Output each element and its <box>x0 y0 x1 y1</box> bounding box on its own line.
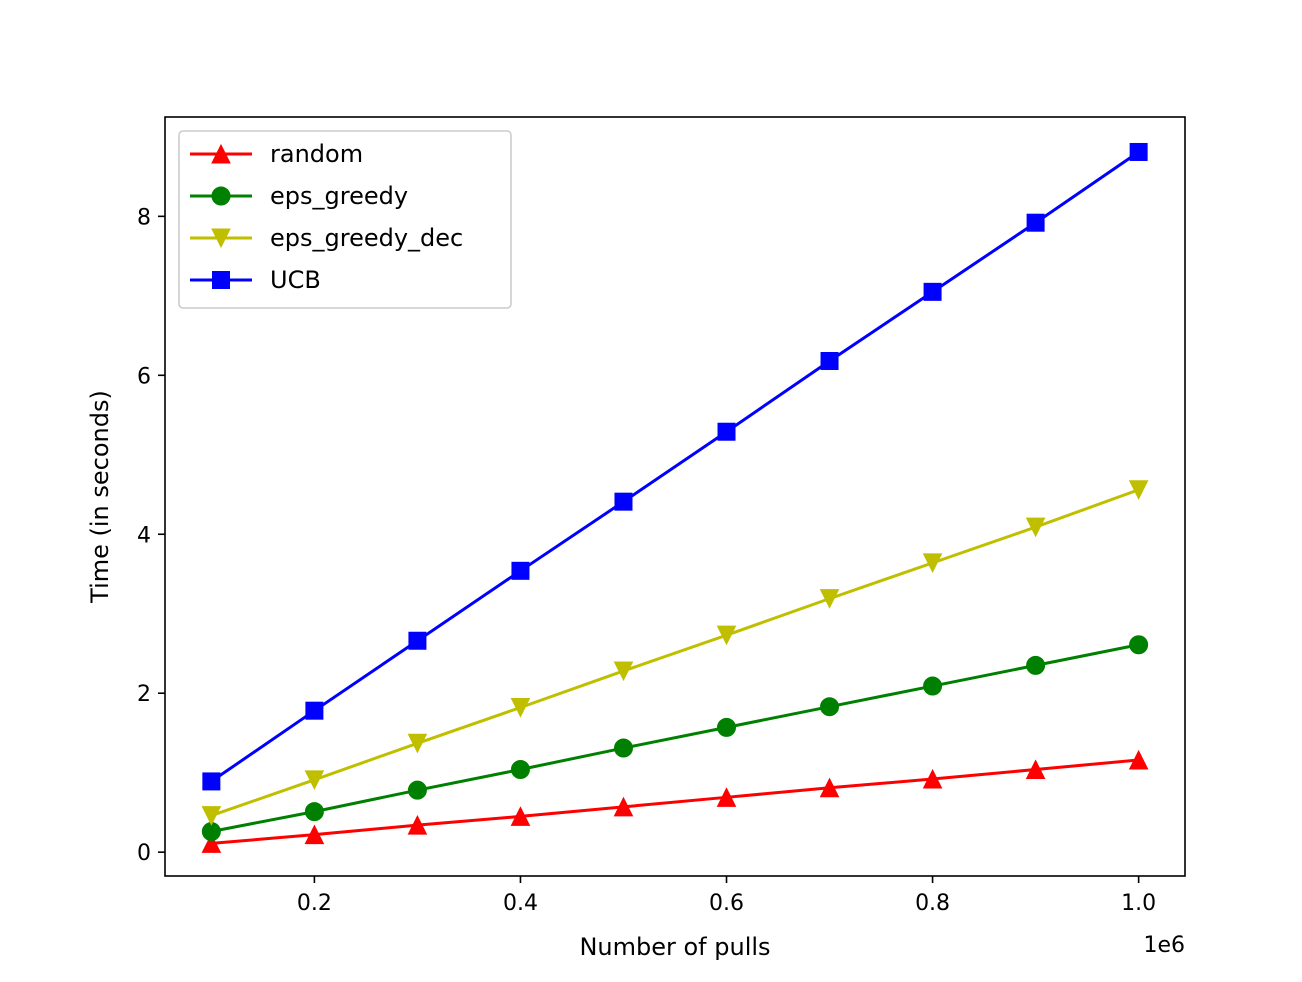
data-point <box>1025 517 1046 538</box>
data-point <box>922 768 943 789</box>
data-point <box>510 760 530 780</box>
plot-frame <box>164 116 1186 877</box>
data-point <box>510 698 531 718</box>
data-point <box>304 802 324 822</box>
y-tick-label: 0 <box>137 841 151 866</box>
data-point <box>1025 759 1046 780</box>
legend-marker <box>211 143 231 164</box>
series-line <box>211 643 1139 833</box>
series-line <box>210 150 1140 783</box>
legend-marker <box>211 186 231 206</box>
series-eps-greedy <box>201 635 1149 841</box>
data-point <box>819 777 840 798</box>
data-point <box>201 806 222 826</box>
data-point <box>1129 142 1148 161</box>
y-tick-label: 6 <box>137 364 151 389</box>
legend-item: random <box>190 140 363 168</box>
legend-label: eps_greedy <box>270 182 408 210</box>
data-point <box>407 733 428 754</box>
series-random <box>201 749 1149 853</box>
data-point <box>510 806 531 826</box>
series-line <box>211 758 1139 845</box>
x-tick-label: 0.4 <box>503 891 538 916</box>
data-point <box>1129 635 1149 655</box>
legend-label: random <box>270 140 363 168</box>
data-point <box>614 492 633 511</box>
x-tick-label: 0.8 <box>915 891 950 916</box>
y-axis-ticks: 0 2 4 6 8 <box>137 205 165 866</box>
data-point <box>923 676 943 696</box>
legend-item: eps_greedy <box>190 182 408 210</box>
x-tick-label: 1.0 <box>1121 891 1156 916</box>
series-line <box>210 488 1140 818</box>
y-tick-label: 2 <box>137 682 151 707</box>
data-point <box>613 796 634 817</box>
data-point <box>407 780 427 800</box>
data-point <box>1128 480 1149 500</box>
data-point <box>305 701 324 720</box>
data-point <box>1128 749 1149 770</box>
data-point <box>613 661 634 682</box>
data-point <box>820 351 839 370</box>
x-offset-label: 1e6 <box>1143 933 1185 958</box>
y-axis-label: Time (in seconds) <box>86 390 114 604</box>
data-point <box>716 787 737 807</box>
data-point <box>304 824 325 845</box>
data-point <box>511 561 530 580</box>
series-eps-greedy-dec <box>201 480 1149 826</box>
x-tick-label: 0.6 <box>709 891 744 916</box>
data-point <box>717 422 736 441</box>
legend-label: eps_greedy_dec <box>270 224 463 252</box>
data-point <box>716 625 737 646</box>
y-tick-label: 8 <box>137 205 151 230</box>
data-point <box>1026 213 1045 232</box>
data-point <box>923 282 942 301</box>
legend: random eps_greedy eps_greedy_dec UCB <box>178 130 512 309</box>
legend-box <box>178 130 512 309</box>
data-point <box>820 697 840 717</box>
y-tick-label: 4 <box>137 523 151 548</box>
data-point <box>407 815 428 835</box>
series-UCB <box>202 142 1148 791</box>
x-axis-ticks: 0.2 0.4 0.6 0.8 1.0 <box>297 876 1156 916</box>
x-axis-label: Number of pulls <box>579 933 770 961</box>
data-point <box>202 772 221 791</box>
data-point <box>201 833 222 853</box>
legend-item: eps_greedy_dec <box>190 224 463 252</box>
data-point <box>304 770 325 790</box>
data-point <box>1026 655 1046 675</box>
legend-marker <box>212 271 230 289</box>
data-point <box>717 717 737 737</box>
data-point <box>922 553 943 573</box>
data-point <box>819 589 840 609</box>
legend-marker <box>211 228 231 249</box>
data-point <box>408 631 427 650</box>
data-point <box>613 738 633 758</box>
legend-item: UCB <box>190 266 321 294</box>
x-tick-label: 0.2 <box>297 891 332 916</box>
legend-label: UCB <box>270 266 321 294</box>
